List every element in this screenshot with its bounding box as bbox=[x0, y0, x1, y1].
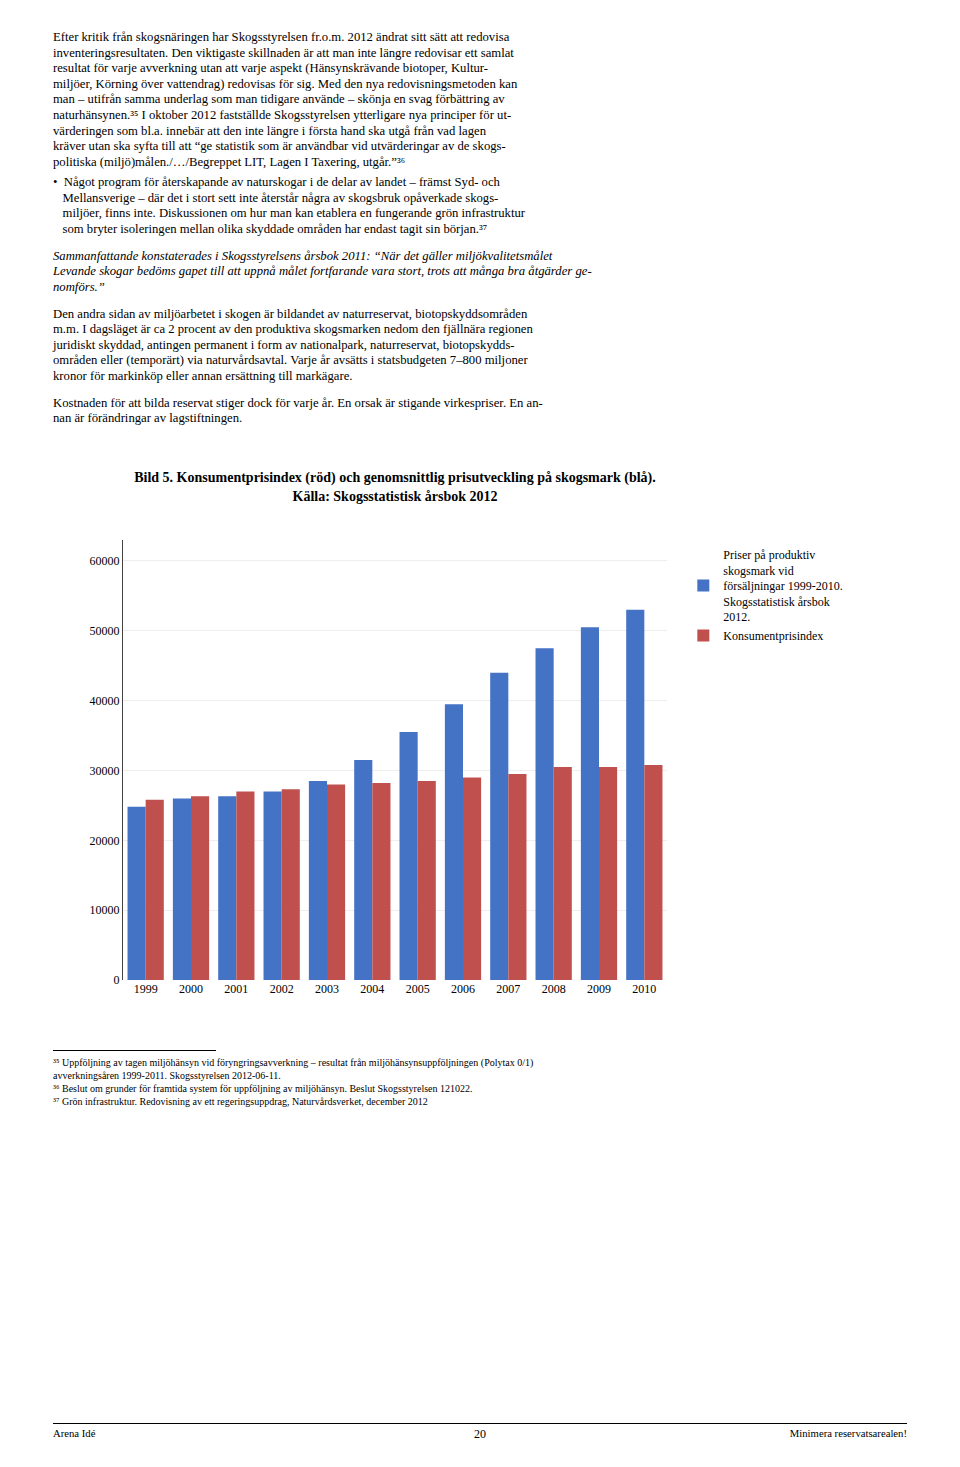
svg-text:Konsumentprisindex: Konsumentprisindex bbox=[723, 629, 823, 643]
html-text:Den andra sidan av miljöarbete: Den andra sidan av miljöarbetet i skogen… bbox=[53, 306, 528, 321]
svg-text:20000: 20000 bbox=[90, 834, 120, 848]
html-text:resultat för varje avverkning: resultat för varje avverkning utan att v… bbox=[53, 61, 488, 76]
html-text:avverkningsåren 1999-2011. Sko: avverkningsåren 1999-2011. Skogsstyrelse… bbox=[53, 1070, 281, 1081]
html-text:m.m. I dagsläget är ca 2 proce: m.m. I dagsläget är ca 2 procent av den … bbox=[53, 322, 533, 337]
svg-text:40000: 40000 bbox=[90, 694, 120, 708]
svg-text:30000: 30000 bbox=[90, 764, 120, 778]
svg-text:2002: 2002 bbox=[270, 982, 294, 996]
html-text:³⁶ Beslut om grunder för framt: ³⁶ Beslut om grunder för framtida system… bbox=[53, 1083, 473, 1094]
html-text:Arena Idé: Arena Idé bbox=[53, 1427, 96, 1439]
html-text:Minimera reservatsarealen!: Minimera reservatsarealen! bbox=[789, 1427, 907, 1439]
svg-text:2007: 2007 bbox=[496, 982, 520, 996]
html-text:nan är förändringar av lagstif: nan är förändringar av lagstiftningen. bbox=[53, 411, 243, 426]
html-text:• Något program för återskapan: • Något program för återskapande av natu… bbox=[53, 175, 500, 189]
svg-text:1999: 1999 bbox=[134, 982, 158, 996]
html-text:Mellansverige – där det i stor: Mellansverige – där det i stort sett int… bbox=[53, 190, 499, 205]
svg-text:2004: 2004 bbox=[360, 982, 384, 996]
html-text:områden eller (temporärt) via: områden eller (temporärt) via naturvårds… bbox=[53, 353, 528, 368]
svg-text:Bild 5. Konsumentprisindex (rö: Bild 5. Konsumentprisindex (röd) och gen… bbox=[134, 470, 656, 503]
html-text:som bryter isoleringen mellan: som bryter isoleringen mellan olika skyd… bbox=[53, 221, 488, 236]
svg-text:Priser på produktivskogsmark v: Priser på produktivskogsmark vidförsäljn… bbox=[723, 548, 842, 624]
svg-text:0: 0 bbox=[114, 973, 120, 987]
svg-text:2010: 2010 bbox=[632, 982, 656, 996]
html-text:Levande skogar bedöms gapet ti: Levande skogar bedöms gapet till att upp… bbox=[53, 264, 592, 279]
html-text:Kostnaden för att bilda reserv: Kostnaden för att bilda reservat stiger … bbox=[53, 395, 543, 410]
html-text:inventeringsresultaten. Den vi: inventeringsresultaten. Den viktigaste s… bbox=[53, 45, 514, 60]
html-text:kronor för markinköp eller ann: kronor för markinköp eller annan ersättn… bbox=[53, 369, 353, 383]
html-text:miljöer, finns inte. Diskussio: miljöer, finns inte. Diskussionen om hur… bbox=[53, 206, 525, 221]
html-text:miljöer, Körning över vattendr: miljöer, Körning över vattendrag) redovi… bbox=[53, 76, 518, 91]
svg-text:2003: 2003 bbox=[315, 982, 339, 996]
html-text:³⁷ Grön infrastruktur. Redovis: ³⁷ Grön infrastruktur. Redovisning av et… bbox=[53, 1096, 428, 1107]
svg-text:10000: 10000 bbox=[90, 903, 120, 917]
svg-text:2001: 2001 bbox=[224, 982, 248, 996]
html-text:³⁵ Uppföljning av tagen miljöh: ³⁵ Uppföljning av tagen miljöhänsyn vid … bbox=[53, 1057, 534, 1068]
html-text:20: 20 bbox=[474, 1427, 486, 1441]
html-text:man – utifrån samma underlag s: man – utifrån samma underlag som man tid… bbox=[53, 92, 505, 107]
svg-text:2000: 2000 bbox=[179, 982, 203, 996]
svg-text:60000: 60000 bbox=[90, 554, 120, 568]
svg-text:2009: 2009 bbox=[587, 982, 611, 996]
html-text:nomförs.”: nomförs.” bbox=[53, 279, 105, 294]
svg-text:2006: 2006 bbox=[451, 982, 475, 996]
svg-text:2005: 2005 bbox=[406, 982, 430, 996]
html-text:naturhänsynen.³⁵ I oktober 201: naturhänsynen.³⁵ I oktober 2012 faststäl… bbox=[53, 108, 512, 122]
html-text:kräver utan ska syfta till att: kräver utan ska syfta till att “ge stati… bbox=[53, 139, 506, 154]
html-text:värderingen som bl.a. innebär: värderingen som bl.a. innebär att den in… bbox=[53, 123, 486, 138]
html-text:Sammanfattande konstaterades i: Sammanfattande konstaterades i Skogsstyr… bbox=[53, 248, 553, 263]
svg-text:2008: 2008 bbox=[542, 982, 566, 996]
svg-text:50000: 50000 bbox=[90, 624, 120, 638]
html-text:politiska (miljö)målen./…/Begr: politiska (miljö)målen./…/Begreppet LIT,… bbox=[53, 154, 406, 169]
html-text:Efter kritik från skogsnäringe: Efter kritik från skogsnäringen har Skog… bbox=[53, 30, 510, 44]
html-text:juridiskt skyddad, antingen pe: juridiskt skyddad, antingen permanent i … bbox=[53, 337, 515, 352]
